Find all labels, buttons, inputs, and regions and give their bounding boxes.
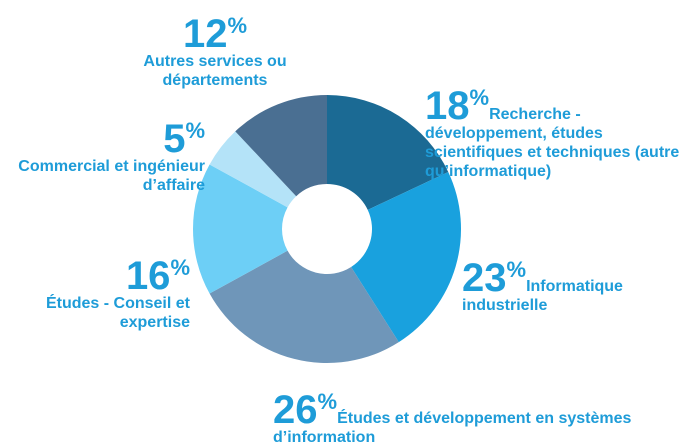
value-label: 16% xyxy=(125,254,190,298)
slice-label: 12% Autres services ou départements xyxy=(115,8,315,90)
category-label: Commercial et ingénieur d’affaire xyxy=(18,158,205,194)
slice xyxy=(327,95,449,210)
slice-label: 18%Recherche - développement, études sci… xyxy=(425,80,687,181)
category-label: Études - Conseil et expertise xyxy=(45,295,190,331)
slice xyxy=(235,95,327,197)
value-label: 12% xyxy=(182,12,248,56)
slice xyxy=(351,171,461,343)
slice-label: 23%Informatique industrielle xyxy=(462,252,672,315)
category-label: Informatique industrielle xyxy=(462,278,623,314)
slice-label: 16% Études - Conseil et expertise xyxy=(10,250,190,332)
category-label: Autres services ou départements xyxy=(143,53,287,89)
slice xyxy=(209,131,297,208)
value-label: 18% xyxy=(425,84,490,128)
value-label: 23% xyxy=(462,256,527,300)
slice xyxy=(209,250,399,363)
slice xyxy=(193,164,288,294)
value-label: 5% xyxy=(163,117,205,161)
value-label: 26% xyxy=(273,388,338,432)
category-label: Recherche - développement, études scient… xyxy=(425,106,680,180)
slice-label: 26%Études et développement en systèmes d… xyxy=(273,384,653,447)
slice-label: 5% Commercial et ingénieur d’affaire xyxy=(10,113,205,195)
